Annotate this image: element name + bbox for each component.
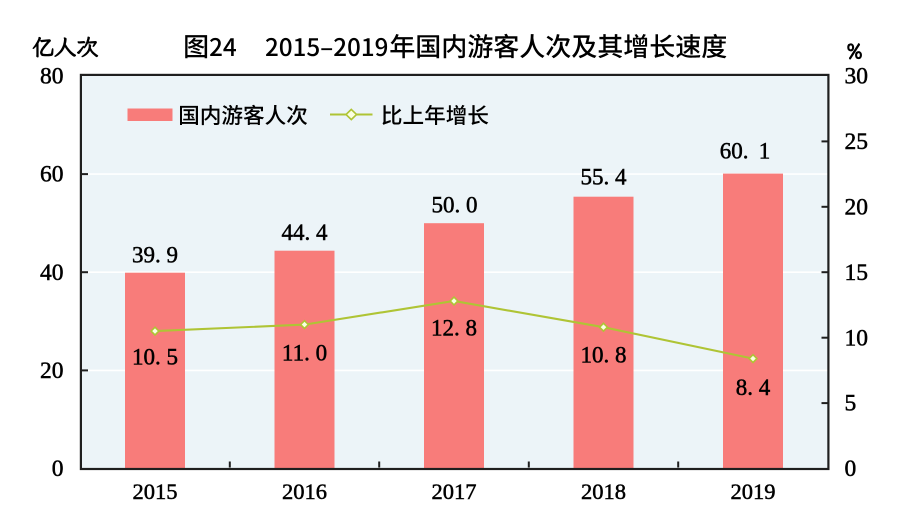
svg-text:11. 0: 11. 0	[282, 340, 327, 365]
svg-text:10: 10	[845, 325, 869, 351]
svg-text:0: 0	[845, 456, 857, 482]
svg-text:12. 8: 12. 8	[431, 316, 477, 341]
svg-text:2016: 2016	[282, 479, 327, 504]
svg-text:25: 25	[845, 129, 869, 155]
svg-text:80: 80	[40, 64, 64, 90]
svg-text:8. 4: 8. 4	[736, 375, 771, 400]
svg-text:5: 5	[845, 391, 857, 417]
svg-text:10. 5: 10. 5	[132, 344, 178, 369]
svg-text:0: 0	[52, 456, 64, 482]
svg-text:10. 8: 10. 8	[581, 343, 627, 368]
svg-text:60. 1: 60. 1	[720, 139, 771, 164]
svg-text:2018: 2018	[581, 479, 626, 504]
svg-text:2017: 2017	[432, 479, 477, 504]
svg-text:2015: 2015	[133, 479, 178, 504]
svg-text:20: 20	[845, 194, 869, 220]
svg-text:60: 60	[40, 162, 64, 188]
svg-text:50. 0: 50. 0	[432, 192, 478, 217]
svg-text:44. 4: 44. 4	[282, 220, 329, 245]
svg-text:30: 30	[845, 64, 869, 90]
svg-text:2019: 2019	[731, 479, 776, 504]
svg-text:20: 20	[40, 358, 64, 384]
svg-text:40: 40	[40, 260, 64, 286]
svg-text:55. 4: 55. 4	[581, 165, 628, 190]
svg-text:15: 15	[845, 260, 869, 286]
svg-text:39. 9: 39. 9	[132, 242, 178, 267]
